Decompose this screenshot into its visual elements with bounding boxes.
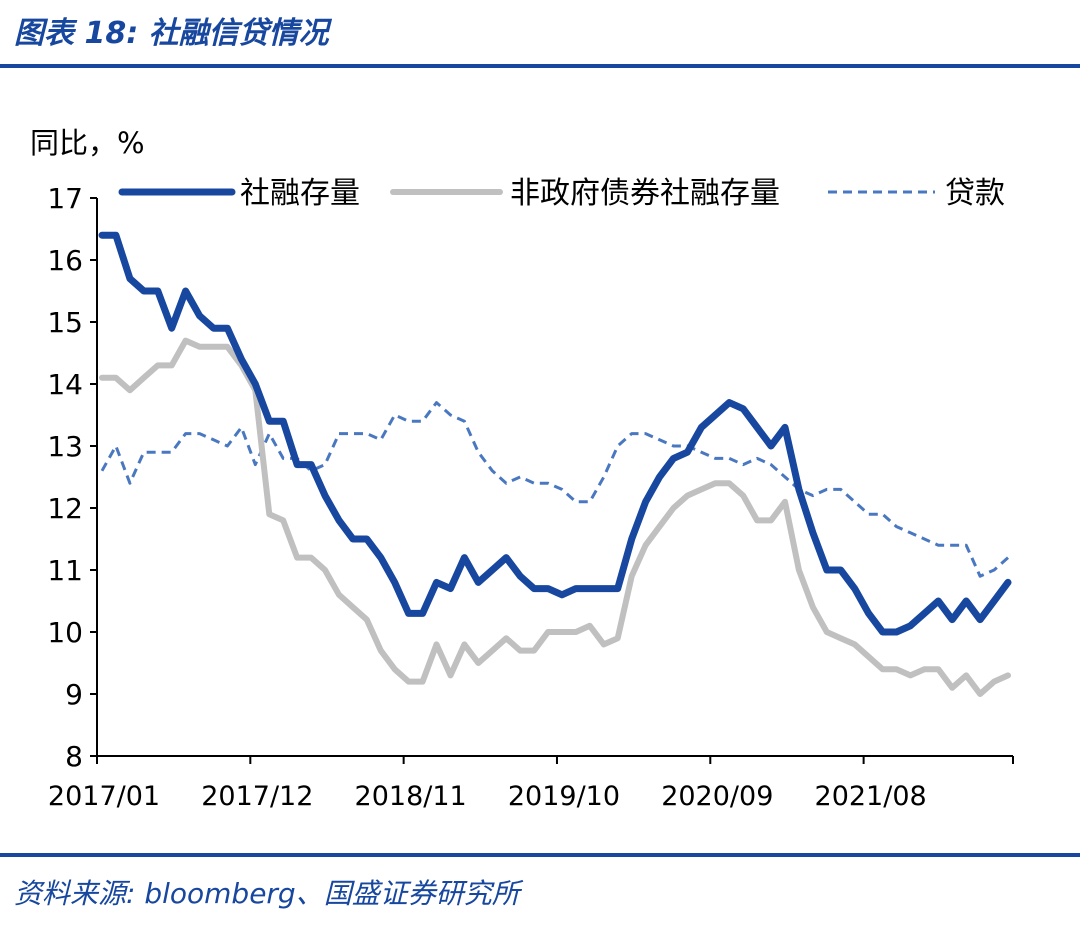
source-divider [0,853,1080,857]
x-tick-label: 2021/08 [815,781,927,812]
title-divider [0,64,1080,68]
x-tick-label: 2020/09 [661,781,773,812]
source-note: 资料来源: bloomberg、国盛证券研究所 [14,877,520,910]
legend: 社融存量 非政府债券社融存量 贷款 [118,176,1005,211]
y-tick-label: 12 [47,492,83,525]
y-tick-label: 13 [47,430,83,463]
y-tick-label: 16 [47,244,83,277]
y-tick-label: 15 [47,306,83,339]
y-tick-label: 9 [65,678,83,711]
series-line-3 [100,401,1009,578]
series-line-1 [98,231,1012,636]
y-axis-title: 同比，% [30,126,145,160]
legend-label-3: 贷款 [945,176,1005,211]
series-line-2 [99,337,1011,697]
figure-title: 图表 18: 社融信贷情况 [14,16,329,51]
line-chart: 同比，% 社融存量 非政府债券社融存量 贷款 891011121314151617 … [30,126,1014,812]
y-tick-label: 17 [47,182,83,215]
y-tick-label: 14 [47,368,83,401]
x-tick-label: 2018/11 [355,781,467,812]
y-tick-label: 11 [47,554,83,587]
x-tick-label: 2017/01 [48,781,160,812]
legend-label-2: 非政府债券社融存量 [510,176,780,211]
y-tick-label: 10 [47,616,83,649]
series-layer [98,231,1012,697]
x-axis: 2017/01 2017/12 2018/11 2019/10 2020/09 2021/… [48,755,1014,812]
x-tick-label: 2017/12 [201,781,313,812]
x-tick-label: 2019/10 [508,781,620,812]
y-axis: 8 9 10 11 12 13 14 15 16 17 [47,182,98,773]
legend-label-1: 社融存量 [240,176,360,211]
y-tick-label: 8 [65,740,83,773]
